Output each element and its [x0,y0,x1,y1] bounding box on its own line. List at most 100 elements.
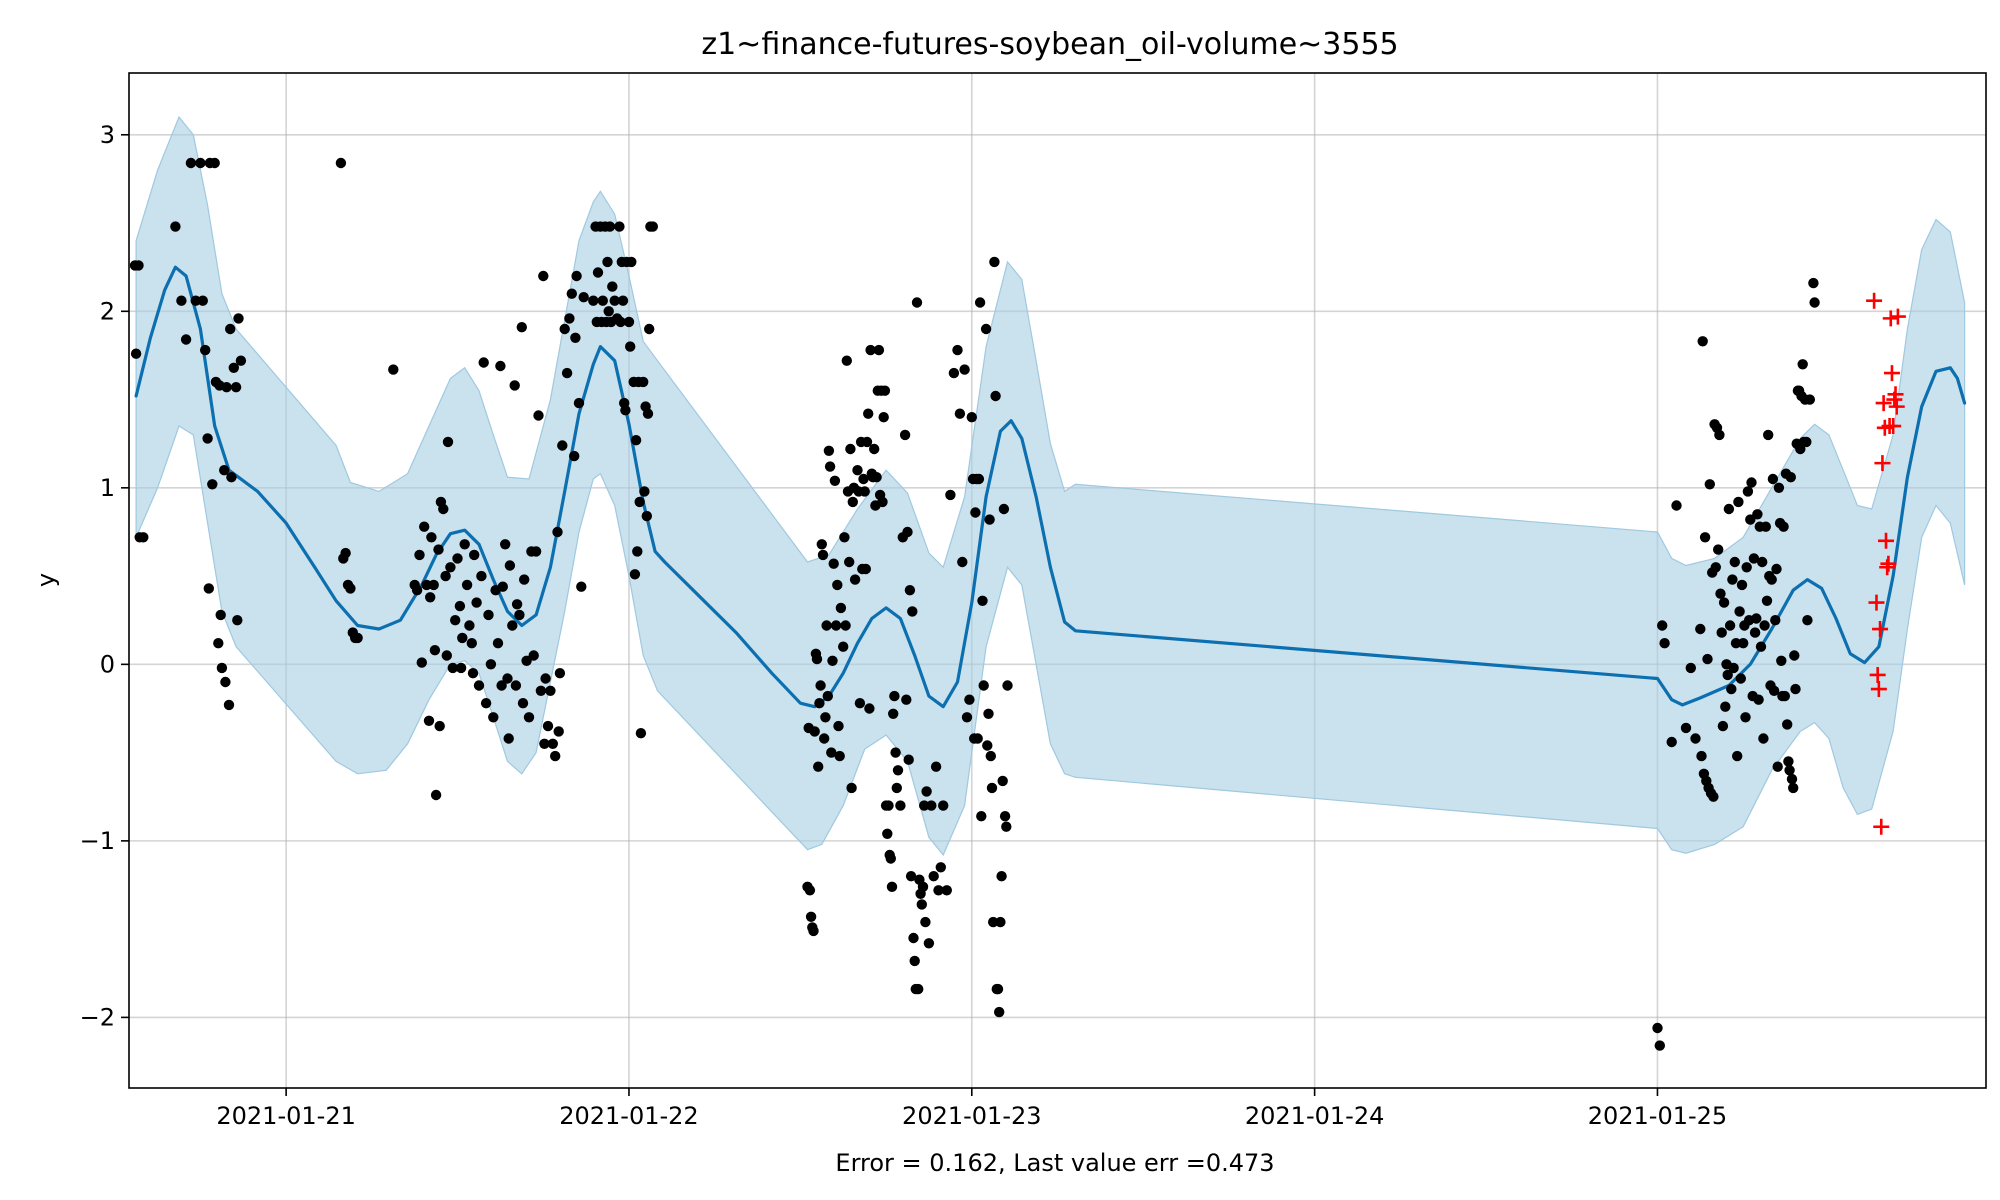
observed-point [1802,615,1813,626]
observed-point [207,479,218,490]
observed-point [530,546,542,557]
observed-point [1770,615,1781,626]
observed-point [1716,627,1727,638]
observed-point [841,355,852,366]
observed-point [1720,701,1731,712]
observed-point [1773,482,1785,493]
observed-point [835,602,847,614]
observed-point [933,885,944,896]
observed-point [426,532,437,543]
observed-point [809,726,820,737]
x-tick-label: 2021-01-24 [1245,1102,1384,1130]
observed-point [1741,562,1752,573]
observed-point [913,983,924,995]
observed-point [642,408,654,419]
observed-point [509,380,520,391]
observed-point [865,344,876,356]
observed-point [859,486,870,497]
observed-point [492,638,504,649]
observed-point [471,597,482,608]
observed-point [454,600,466,612]
x-tick-label: 2021-01-22 [559,1102,698,1130]
observed-point [1804,394,1816,405]
observed-point [1718,597,1730,608]
observed-point [335,157,347,169]
observed-point [592,267,604,278]
observed-point [176,295,187,306]
observed-point [1735,673,1747,684]
observed-point [573,397,585,409]
observed-point [1724,620,1736,631]
observed-point [1771,563,1782,575]
observed-point [571,270,582,282]
observed-point [995,916,1006,928]
observed-point [804,885,816,896]
observed-point [425,592,436,603]
observed-point [1699,532,1711,543]
observed-point [957,556,968,568]
observed-point [557,440,568,451]
observed-point [1690,733,1701,744]
holdout-point [1880,555,1897,572]
observed-point [1751,613,1762,624]
observed-point [634,496,645,508]
observed-point [832,579,843,591]
observed-point [578,292,589,303]
observed-point [230,382,242,393]
observed-point [982,740,993,751]
observed-point [503,733,514,744]
observed-point [879,385,891,396]
observed-point [200,344,211,356]
observed-point [849,574,861,585]
observed-point [1702,653,1713,665]
observed-point [1789,650,1800,661]
observed-point [1659,638,1670,649]
observed-point [455,662,467,674]
observed-point [989,256,1000,268]
observed-point [1788,782,1799,794]
observed-point [569,450,580,462]
observed-point [1759,620,1770,631]
observed-point [452,553,463,564]
observed-point [547,738,558,749]
observed-point [476,570,487,582]
y-axis: −2 −1 0 1 2 3 [80,121,129,1031]
observed-point [345,583,356,594]
observed-point [966,412,977,423]
observed-point [197,295,208,306]
observed-point [517,698,529,709]
observed-point [990,390,1001,402]
observed-point [828,558,839,569]
observed-point [1772,761,1783,772]
observed-point [450,615,461,626]
observed-point [840,620,851,631]
observed-point [1680,722,1692,734]
holdout-point [1866,292,1883,309]
observed-point [992,983,1004,995]
observed-point [973,473,985,485]
observed-point [1654,1040,1666,1051]
observed-point [986,782,998,794]
observed-point [416,657,427,668]
observed-point [833,720,844,732]
observed-point [959,364,970,375]
observed-point [916,899,927,910]
observed-point [1767,473,1779,485]
observed-point [542,720,554,732]
observed-point [838,641,849,652]
observed-point [1785,472,1797,483]
observed-point [483,609,494,621]
observed-point [428,579,439,591]
observed-point [903,754,914,765]
observed-point [869,443,880,455]
observed-point [466,638,477,649]
observed-point [533,410,544,421]
observed-point [566,288,577,299]
observed-point [824,461,836,472]
observed-point [904,585,916,596]
observed-point [1757,556,1768,568]
observed-point [961,712,973,723]
observed-point [1763,429,1774,441]
observed-point [1734,606,1745,617]
observed-point [535,685,547,696]
